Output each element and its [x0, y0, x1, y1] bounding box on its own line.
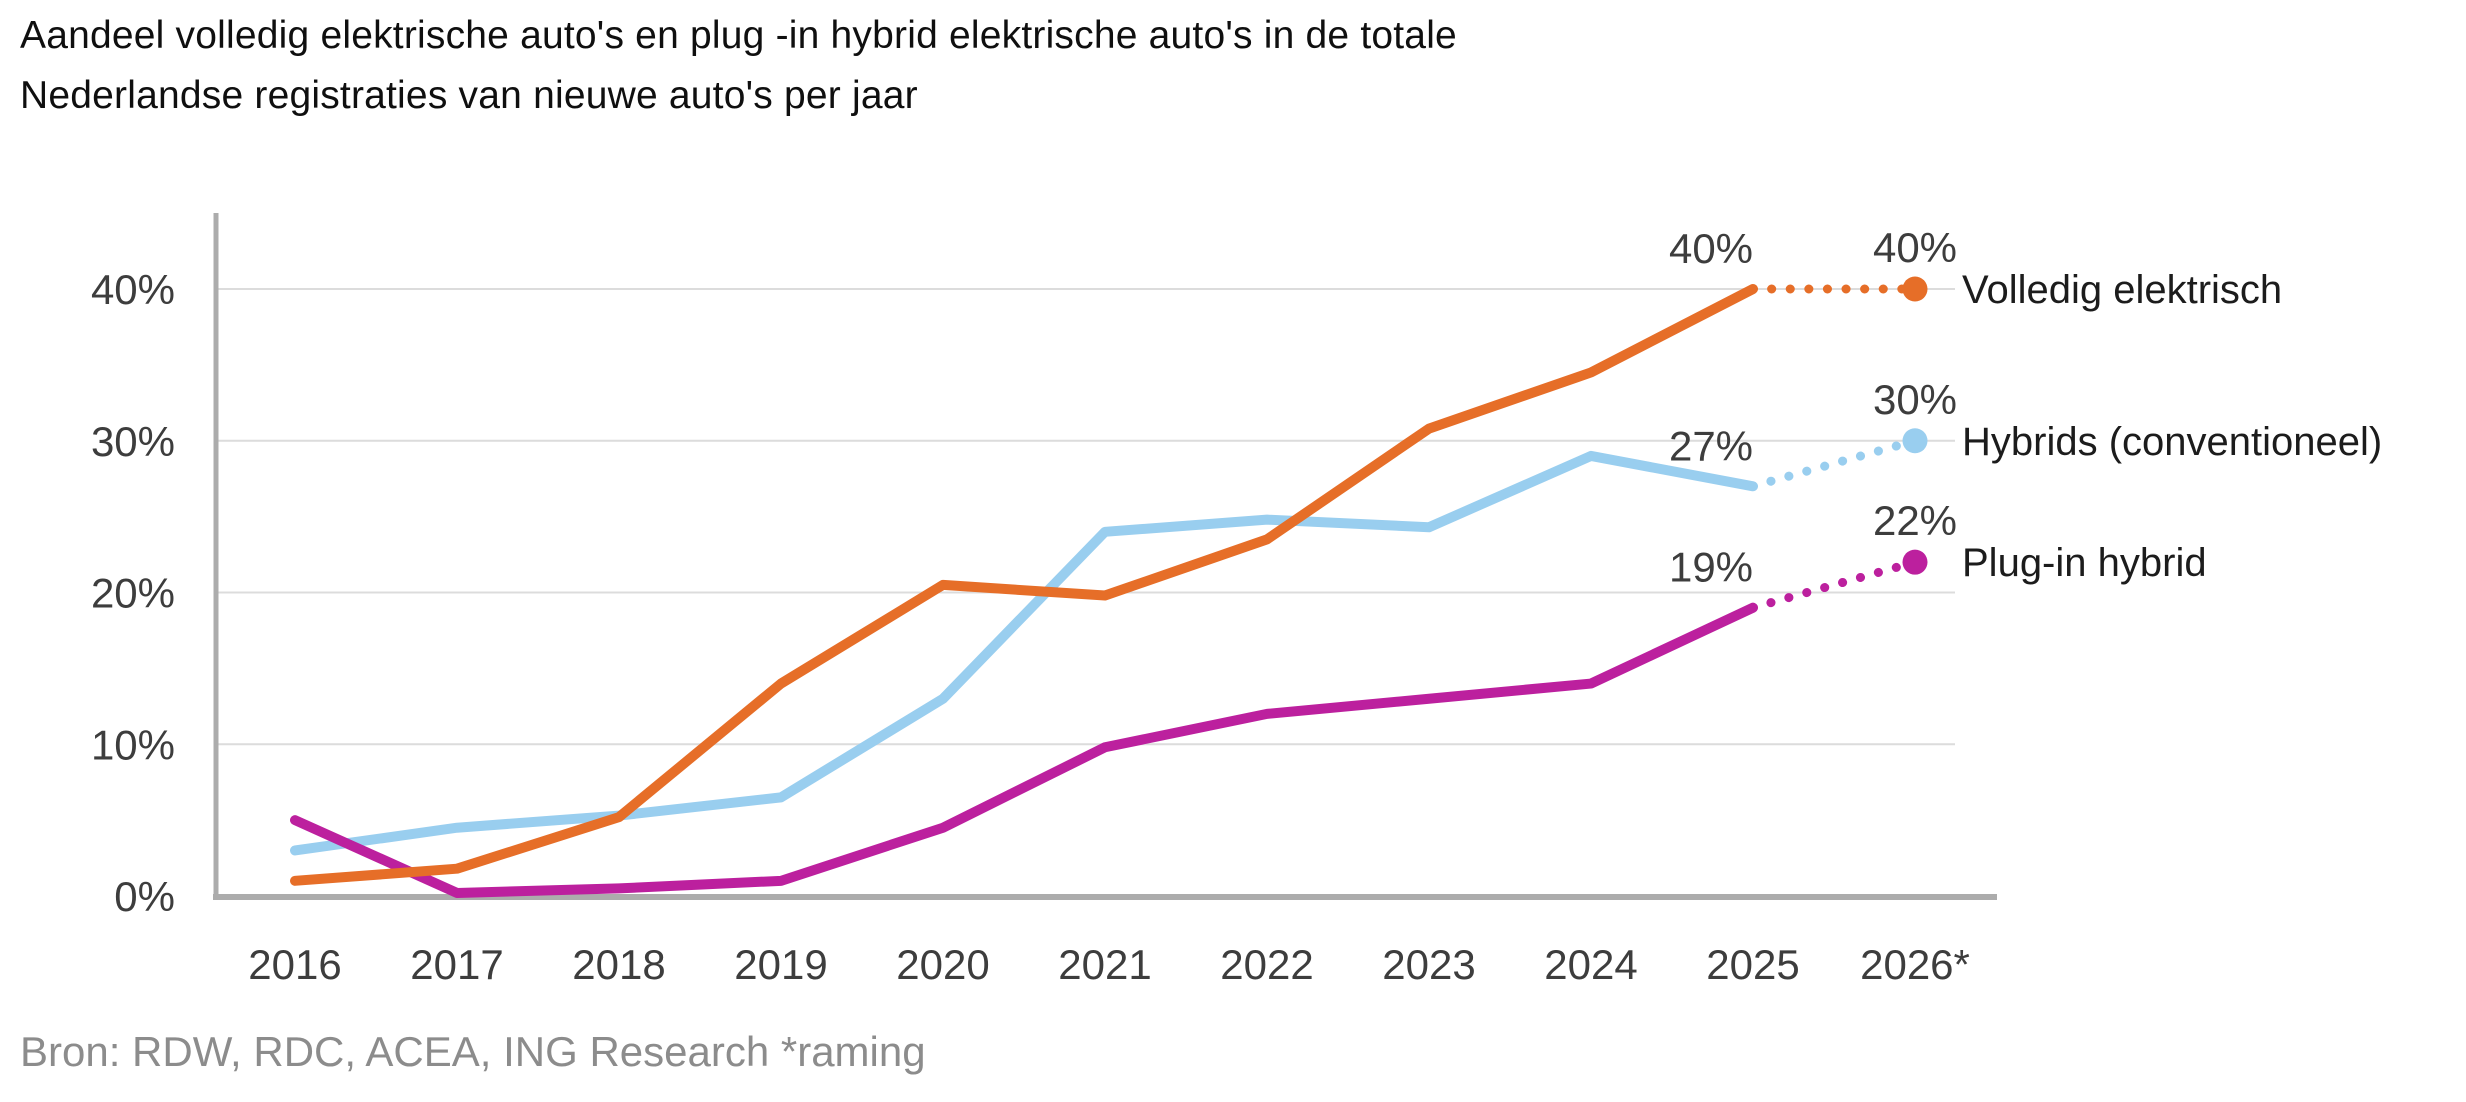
x-tick-label-2018: 2018 — [572, 941, 665, 988]
forecast-dot-hybrids-conventioneel — [1902, 428, 1928, 454]
series-line-volledig-elektrisch — [290, 284, 1758, 886]
value-label-2025-volledig-elektrisch: 40% — [1669, 225, 1753, 272]
chart-title: Aandeel volledig elektrische auto's en p… — [20, 6, 1457, 126]
forecast-line-hybrids-conventioneel — [1748, 436, 1920, 491]
forecast-dot-plug-in-hybrid — [1902, 549, 1928, 575]
y-tick-label-20%: 20% — [91, 570, 175, 617]
legend-label-hybrids-conventioneel: Hybrids (conventioneel) — [1962, 420, 2382, 464]
legend-label-volledig-elektrisch: Volledig elektrisch — [1962, 268, 2282, 312]
x-tick-label-2024: 2024 — [1544, 941, 1637, 988]
y-tick-label-10%: 10% — [91, 721, 175, 768]
x-tick-label-2021: 2021 — [1058, 941, 1151, 988]
x-tick-label-2019: 2019 — [734, 941, 827, 988]
x-tick-label-2022: 2022 — [1220, 941, 1313, 988]
value-label-2025-hybrids-conventioneel: 27% — [1669, 422, 1753, 469]
value-label-2026-volledig-elektrisch: 40% — [1873, 224, 1957, 271]
forecast-line-plug-in-hybrid — [1748, 557, 1920, 613]
y-tick-label-40%: 40% — [91, 266, 175, 313]
source-note: Bron: RDW, RDC, ACEA, ING Research *rami… — [20, 1028, 926, 1075]
legend-label-plug-in-hybrid: Plug-in hybrid — [1962, 541, 2207, 585]
x-tick-label-2020: 2020 — [896, 941, 989, 988]
value-label-2026-hybrids-conventioneel: 30% — [1873, 376, 1957, 423]
y-tick-label-0%: 0% — [114, 873, 175, 920]
value-label-2026-plug-in-hybrid: 22% — [1873, 497, 1957, 544]
chart-title-line1: Aandeel volledig elektrische auto's en p… — [20, 14, 1457, 57]
y-tick-label-30%: 30% — [91, 418, 175, 465]
x-tick-label-2023: 2023 — [1382, 941, 1475, 988]
value-label-2025-plug-in-hybrid: 19% — [1669, 544, 1753, 591]
x-tick-label-2016: 2016 — [248, 941, 341, 988]
x-tick-label-2017: 2017 — [410, 941, 503, 988]
chart-title-line2: Nederlandse registraties van nieuwe auto… — [20, 74, 918, 117]
x-tick-label-2026*: 2026* — [1860, 941, 1970, 988]
x-tick-label-2025: 2025 — [1706, 941, 1799, 988]
forecast-dot-volledig-elektrisch — [1902, 276, 1928, 302]
series-line-plug-in-hybrid — [290, 602, 1758, 898]
series-line-hybrids-conventioneel — [290, 450, 1758, 856]
